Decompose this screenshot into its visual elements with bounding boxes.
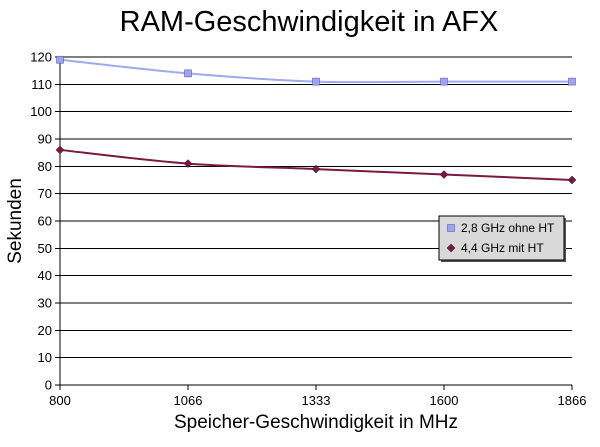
y-tick-label: 60 — [38, 214, 52, 229]
data-point-marker — [184, 69, 192, 78]
y-tick-label: 20 — [38, 323, 52, 338]
y-tick-label: 90 — [38, 132, 52, 147]
chart-title: RAM-Geschwindigkeit in AFX — [120, 6, 499, 38]
data-point-marker — [567, 175, 577, 185]
y-tick-label: 110 — [31, 77, 52, 92]
legend-label: 2,8 GHz ohne HT — [461, 221, 555, 235]
tick-labels: 0 10 20 30 40 50 60 70 80 90 100 110 120 800 1066 1333 1… — [30, 50, 586, 409]
y-tick-label: 10 — [38, 350, 52, 365]
axes — [55, 56, 573, 390]
series-2 — [55, 145, 577, 185]
y-tick-label: 40 — [38, 268, 52, 283]
data-point-marker — [439, 170, 449, 179]
y-tick-label: 100 — [30, 104, 52, 119]
data-point-marker — [312, 77, 320, 86]
y-tick-label: 70 — [38, 186, 52, 201]
data-point-marker — [311, 164, 321, 174]
legend-marker — [446, 243, 456, 253]
data-point-marker — [56, 55, 64, 64]
data-point-marker — [440, 77, 448, 86]
legend-box — [438, 215, 565, 261]
grid-lines — [60, 56, 572, 359]
y-tick-label: 120 — [30, 50, 52, 65]
y-tick-label: 30 — [38, 296, 52, 311]
x-tick-label: 800 — [49, 393, 71, 408]
x-tick-label: 1333 — [302, 393, 331, 408]
x-axis-title: Speicher-Geschwindigkeit in MHz — [174, 412, 458, 433]
data-point-marker — [55, 145, 65, 155]
legend: 2,8 GHz ohne HT 4,4 GHz mit HT — [438, 215, 566, 262]
x-tick-label: 1866 — [558, 393, 587, 408]
legend-marker — [447, 224, 455, 232]
series-1 — [56, 55, 576, 86]
series-layer — [55, 55, 577, 185]
data-point-marker — [568, 77, 576, 86]
y-tick-label: 0 — [45, 378, 52, 393]
x-tick-label: 1600 — [430, 393, 459, 408]
y-tick-label: 50 — [38, 241, 52, 256]
y-tick-label: 80 — [38, 159, 52, 174]
y-axis-title: Sekunden — [5, 178, 26, 264]
legend-label: 4,4 GHz mit HT — [461, 241, 544, 255]
x-tick-label: 1066 — [174, 393, 203, 408]
data-point-marker — [183, 159, 193, 168]
